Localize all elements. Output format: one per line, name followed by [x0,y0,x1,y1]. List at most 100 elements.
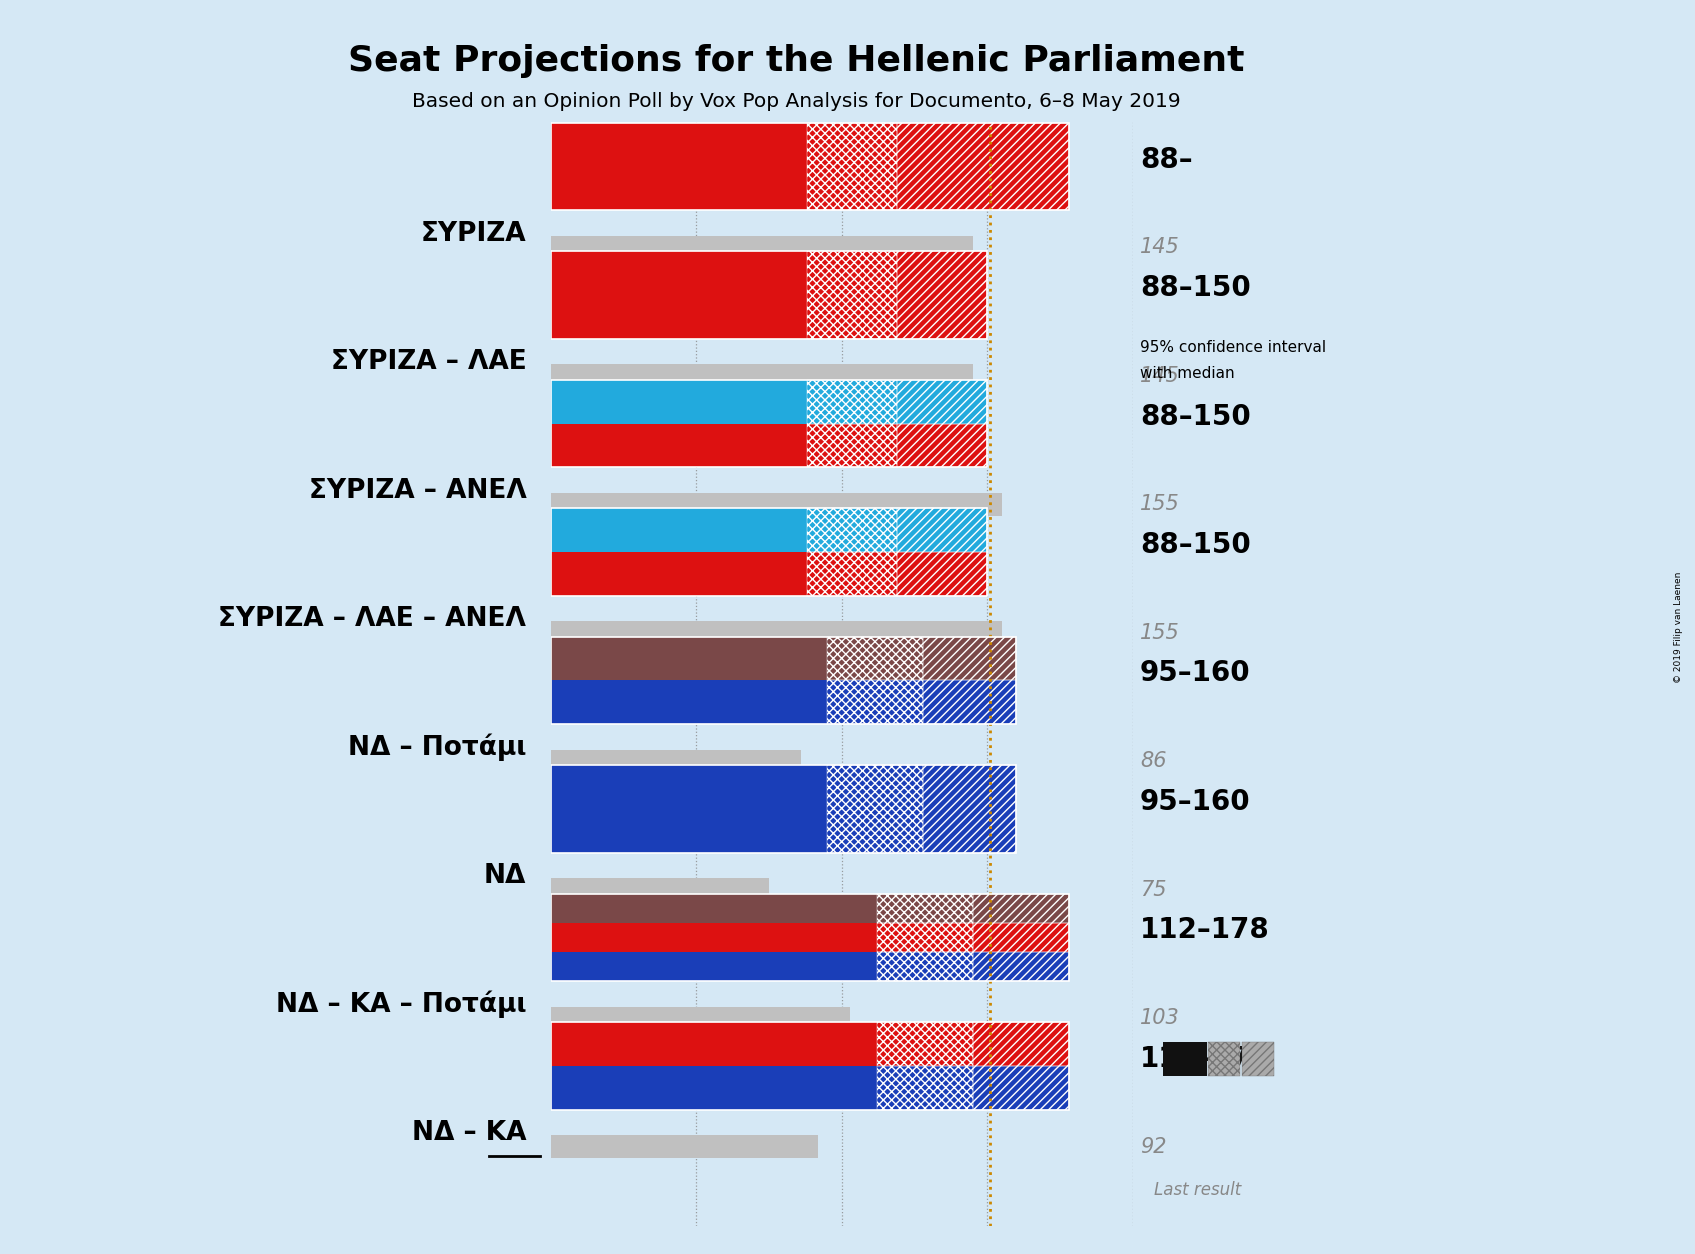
Bar [827,681,924,724]
Bar [551,952,876,981]
Bar [973,894,1068,923]
Bar [551,681,827,724]
Bar [551,1135,819,1159]
Text: 145: 145 [1141,366,1180,386]
Bar [924,681,1017,724]
Bar [551,508,986,596]
Bar [551,621,1002,645]
Bar [551,380,807,424]
Text: 88–: 88– [1141,145,1193,173]
Text: 112–178: 112–178 [1141,1045,1270,1073]
Bar [807,424,897,468]
Bar [827,765,924,853]
Bar [551,251,807,339]
Bar [551,894,876,923]
Text: with median: with median [1141,366,1234,381]
Bar [973,894,1068,923]
Bar [551,552,807,596]
Text: 88–150: 88–150 [1141,403,1251,430]
Bar [551,1007,851,1030]
Text: © 2019 Filip van Laenen: © 2019 Filip van Laenen [1675,572,1683,682]
Bar [551,123,1068,211]
Bar [551,765,827,853]
Text: 103: 103 [1141,1008,1180,1028]
Bar [876,1066,973,1110]
Text: Last result: Last result [1154,1181,1242,1200]
Bar [897,508,986,552]
Bar [897,123,1068,211]
Bar [807,123,897,211]
Bar [897,251,986,339]
Text: 155: 155 [1141,623,1180,643]
Bar [876,1022,973,1066]
Text: 155: 155 [1141,494,1180,514]
Bar [973,1022,1068,1066]
Bar [551,637,1017,724]
Bar [551,765,1017,853]
Bar [876,1022,973,1066]
Bar [876,923,973,952]
Bar [551,1022,1068,1110]
Text: 86: 86 [1141,751,1166,771]
Bar [876,894,973,923]
Bar [924,765,1017,853]
Bar [807,508,897,552]
Bar [876,894,973,923]
Bar [551,637,827,681]
Bar [876,923,973,952]
Text: 88–150: 88–150 [1141,530,1251,559]
Bar [551,123,807,211]
Bar [924,681,1017,724]
Bar [807,380,897,424]
Bar [807,380,897,424]
Text: 95–160: 95–160 [1141,660,1251,687]
Text: Based on an Opinion Poll by Vox Pop Analysis for Documento, 6–8 May 2019: Based on an Opinion Poll by Vox Pop Anal… [412,92,1181,110]
Bar [827,681,924,724]
Bar [807,251,897,339]
Bar [897,123,1068,211]
Bar [551,750,800,772]
Text: Seat Projections for the Hellenic Parliament: Seat Projections for the Hellenic Parlia… [349,44,1244,78]
Bar [807,552,897,596]
Bar [897,380,986,424]
Text: 75: 75 [1141,880,1166,900]
Bar [1242,1042,1273,1076]
Bar [876,952,973,981]
Text: 92: 92 [1141,1137,1166,1156]
Bar [1209,1042,1241,1076]
Bar [973,923,1068,952]
Bar [827,637,924,681]
Text: 95% confidence interval: 95% confidence interval [1141,340,1325,355]
Text: 145: 145 [1141,237,1180,257]
Bar [973,1022,1068,1066]
Bar [897,508,986,552]
Bar [973,952,1068,981]
Bar [807,251,897,339]
Text: 112–178: 112–178 [1141,917,1270,944]
Bar [551,878,770,902]
Bar [973,1066,1068,1110]
Bar [551,508,807,552]
Bar [897,552,986,596]
Bar [807,508,897,552]
Bar [807,552,897,596]
Bar [897,251,986,339]
Bar [876,1066,973,1110]
Text: 88–150: 88–150 [1141,275,1251,302]
Bar [827,637,924,681]
Bar [551,380,986,468]
Bar [551,365,973,387]
Bar [973,1066,1068,1110]
Bar [973,952,1068,981]
Bar [897,424,986,468]
Bar [1163,1042,1207,1076]
Bar [924,637,1017,681]
Bar [551,923,876,952]
Bar [807,424,897,468]
Bar [551,1022,876,1066]
Bar [924,637,1017,681]
Text: 95–160: 95–160 [1141,788,1251,816]
Bar [551,251,986,339]
Bar [924,765,1017,853]
Bar [897,424,986,468]
